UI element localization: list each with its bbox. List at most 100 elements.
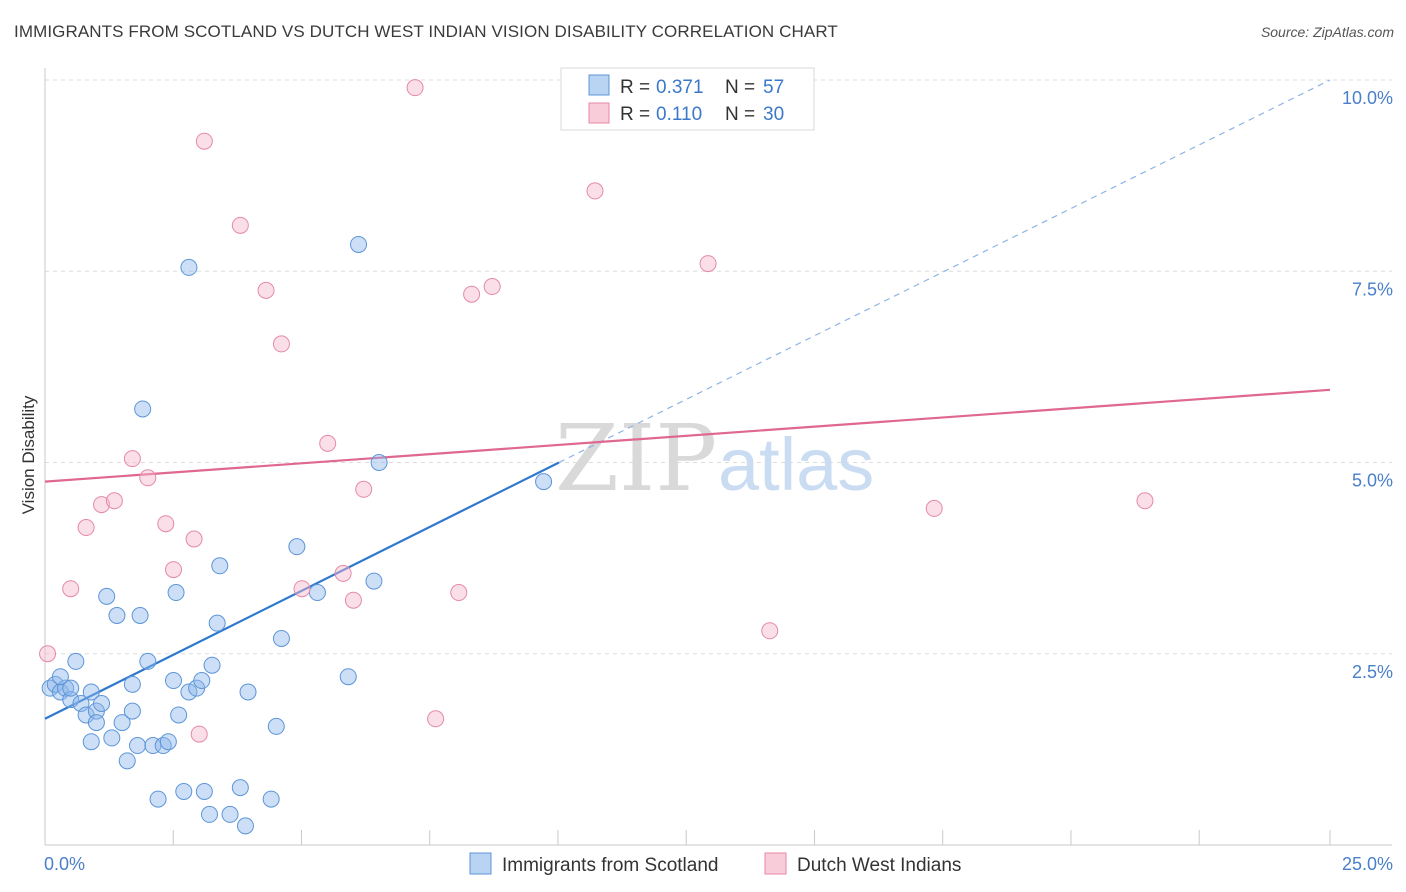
x-tick-label-0: 0.0% [44,854,85,874]
point-1-3 [93,496,111,514]
y-tick-label-0: 2.5% [1352,662,1393,682]
point-1-10 [190,725,208,743]
point-1-22 [450,584,468,602]
point-1-14 [272,335,290,353]
point-0-50 [134,400,152,418]
point-0-15 [118,752,136,770]
legend-swatch-scotland [588,74,610,96]
legend-r-value-scotland: 0.371 [656,77,704,98]
point-0-33 [203,656,221,674]
point-1-7 [157,515,175,533]
point-0-44 [308,584,326,602]
point-0-14 [113,714,131,732]
legend-r-label-scotland: R = [620,77,650,98]
point-0-56 [82,733,100,751]
point-1-26 [699,255,717,273]
point-1-13 [257,281,275,299]
y-tick-label-3: 10.0% [1342,88,1393,108]
bottom-legend-swatch-scotland [469,852,492,875]
point-1-1 [62,580,80,598]
x-tick-label-1: 25.0% [1342,854,1393,874]
point-0-8 [82,683,100,701]
data-points [39,79,1154,835]
chart-source: Source: ZipAtlas.com [1260,24,1394,40]
point-1-16 [319,434,337,452]
point-0-49 [535,473,553,491]
point-0-36 [221,805,239,823]
point-0-16 [123,702,141,720]
point-0-39 [239,683,257,701]
point-0-42 [272,629,290,647]
point-1-5 [123,450,141,468]
legend-n-value-dutch: 30 [763,104,784,125]
y-tick-label-2: 7.5% [1352,279,1393,299]
chart-title: IMMIGRANTS FROM SCOTLAND VS DUTCH WEST I… [14,22,838,41]
trend-lines [44,79,1331,720]
legend-n-label-dutch: N = [725,104,755,125]
legend: R = 0.371 N = 57 R = 0.110 N = 30 [560,67,815,131]
watermark-atlas: atlas [718,423,874,506]
point-0-46 [350,235,368,253]
point-0-5 [67,652,85,670]
point-0-54 [62,679,80,697]
point-1-29 [1136,492,1154,510]
point-0-27 [175,782,193,800]
point-0-51 [123,675,141,693]
point-1-2 [77,519,95,537]
point-1-27 [761,622,779,640]
point-0-52 [180,258,198,276]
point-0-40 [262,790,280,808]
point-0-10 [93,694,111,712]
point-1-8 [165,561,182,579]
point-0-47 [370,454,388,471]
point-0-55 [51,668,69,686]
point-0-48 [365,572,383,590]
point-0-32 [200,805,218,823]
point-0-37 [231,779,249,797]
point-0-21 [149,790,167,808]
legend-swatch-dutch [588,102,610,124]
point-1-20 [406,79,424,97]
point-0-12 [103,729,121,747]
trend-line-1 [44,388,1331,483]
point-1-23 [463,285,481,303]
grid-lines [45,79,1392,655]
point-0-28 [180,683,198,701]
point-0-35 [211,557,229,575]
point-0-43 [288,538,306,556]
point-1-4 [105,492,123,510]
point-1-21 [427,710,445,728]
point-0-34 [208,614,226,632]
watermark-zip: ZIP [555,405,717,512]
point-0-24 [165,672,182,690]
point-0-18 [131,607,149,624]
x-tick-labels: 0.0% 25.0% [44,854,1393,874]
legend-r-value-dutch: 0.110 [656,104,702,125]
point-1-11 [195,132,213,150]
point-0-38 [236,817,254,835]
bottom-legend-label-dutch: Dutch West Indians [797,855,961,876]
point-1-0 [39,645,57,663]
point-0-11 [98,587,116,605]
point-1-9 [185,530,203,548]
point-0-26 [170,706,188,724]
point-1-18 [344,591,362,609]
point-0-30 [193,672,211,690]
y-tick-label-1: 5.0% [1352,471,1393,491]
point-0-25 [167,584,185,602]
point-1-17 [334,564,352,582]
point-0-23 [159,733,177,751]
point-1-6 [139,469,157,487]
point-0-13 [108,607,126,624]
bottom-legend-label-scotland: Immigrants from Scotland [502,855,718,876]
point-1-12 [231,216,249,234]
point-1-15 [293,580,311,598]
y-tick-labels: 2.5% 5.0% 7.5% 10.0% [1342,88,1393,682]
point-0-45 [339,668,357,686]
point-1-25 [586,182,604,200]
legend-n-value-scotland: 57 [763,77,784,98]
axes [44,68,1392,846]
point-0-41 [267,717,285,735]
trend-extension-0 [558,79,1331,464]
